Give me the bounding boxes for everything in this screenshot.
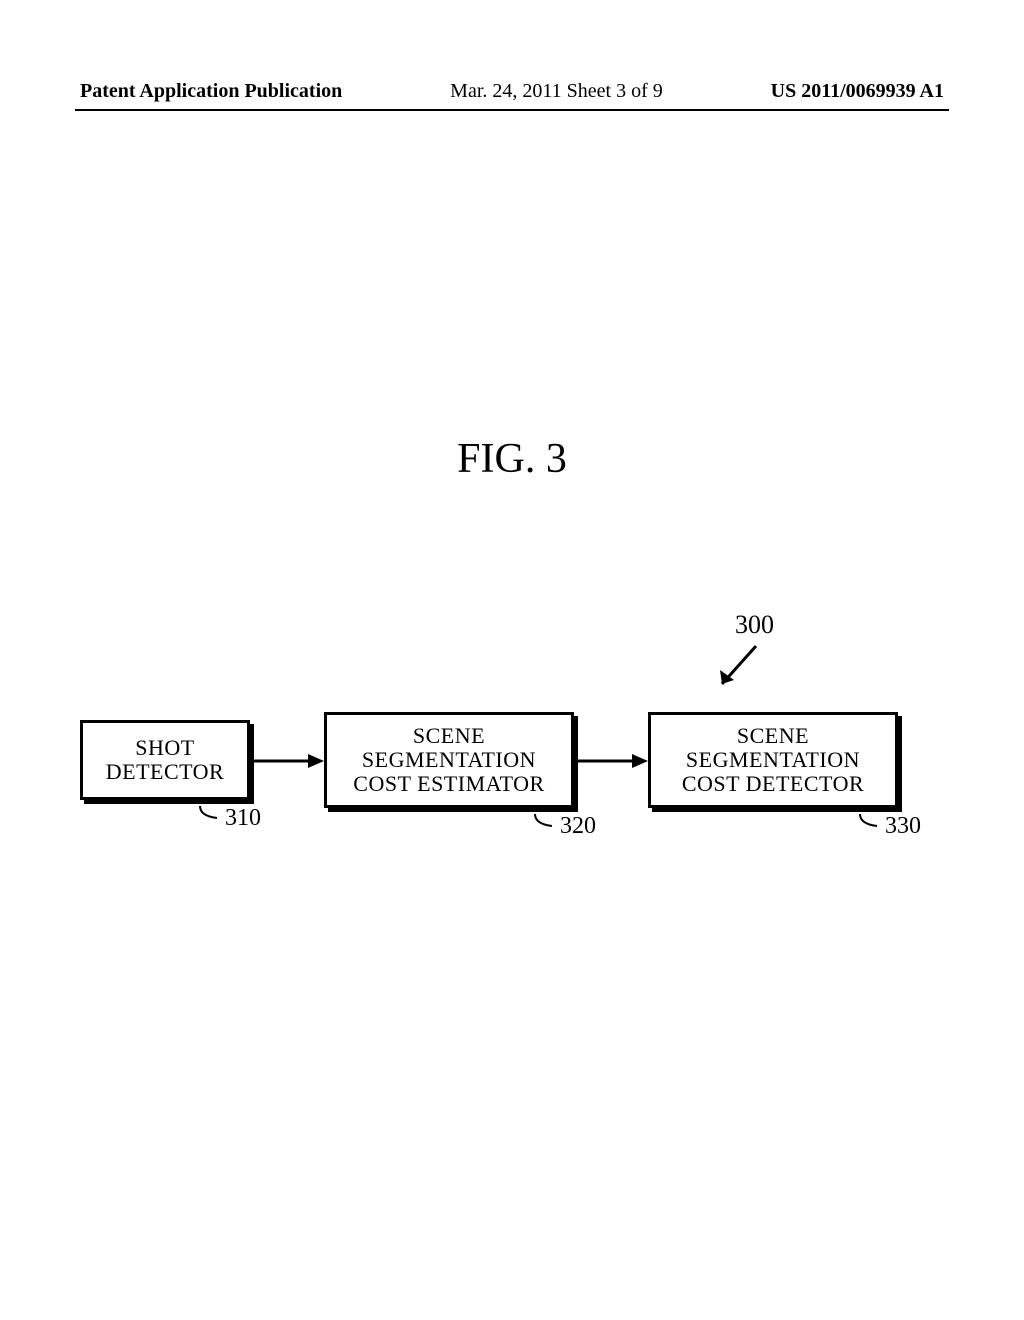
header-center: Mar. 24, 2011 Sheet 3 of 9 xyxy=(342,80,770,103)
ref-number-320: 320 xyxy=(560,813,596,840)
ref-number-310: 310 xyxy=(225,805,261,832)
header-rule xyxy=(75,109,949,111)
ref-number-330: 330 xyxy=(885,813,921,840)
block-panel: SCENE SEGMENTATION COST DETECTOR xyxy=(648,712,898,808)
header-text-row: Patent Application Publication Mar. 24, … xyxy=(0,80,1024,109)
block-label: SCENE SEGMENTATION COST ESTIMATOR xyxy=(353,724,544,797)
callout-number-300: 300 xyxy=(735,610,774,640)
ref-tick-icon xyxy=(530,812,560,834)
block-panel: SCENE SEGMENTATION COST ESTIMATOR xyxy=(324,712,574,808)
ref-tick-icon xyxy=(195,804,225,826)
block-label: SCENE SEGMENTATION COST DETECTOR xyxy=(682,724,864,797)
ref-tick-icon xyxy=(855,812,885,834)
block-panel: SHOT DETECTOR xyxy=(80,720,250,800)
connector-arrow-icon xyxy=(254,748,324,774)
block-label: SHOT DETECTOR xyxy=(106,736,224,784)
figure-title: FIG. 3 xyxy=(0,435,1024,483)
header-left: Patent Application Publication xyxy=(80,80,342,103)
page: Patent Application Publication Mar. 24, … xyxy=(0,0,1024,1320)
page-header: Patent Application Publication Mar. 24, … xyxy=(0,80,1024,111)
connector-arrow-icon xyxy=(578,748,648,774)
diagram-area: 300 SHOT DETECTOR 310 SCENE SEGMENTATION… xyxy=(80,640,944,860)
callout-arrow-icon xyxy=(710,640,770,700)
header-right: US 2011/0069939 A1 xyxy=(771,80,944,103)
